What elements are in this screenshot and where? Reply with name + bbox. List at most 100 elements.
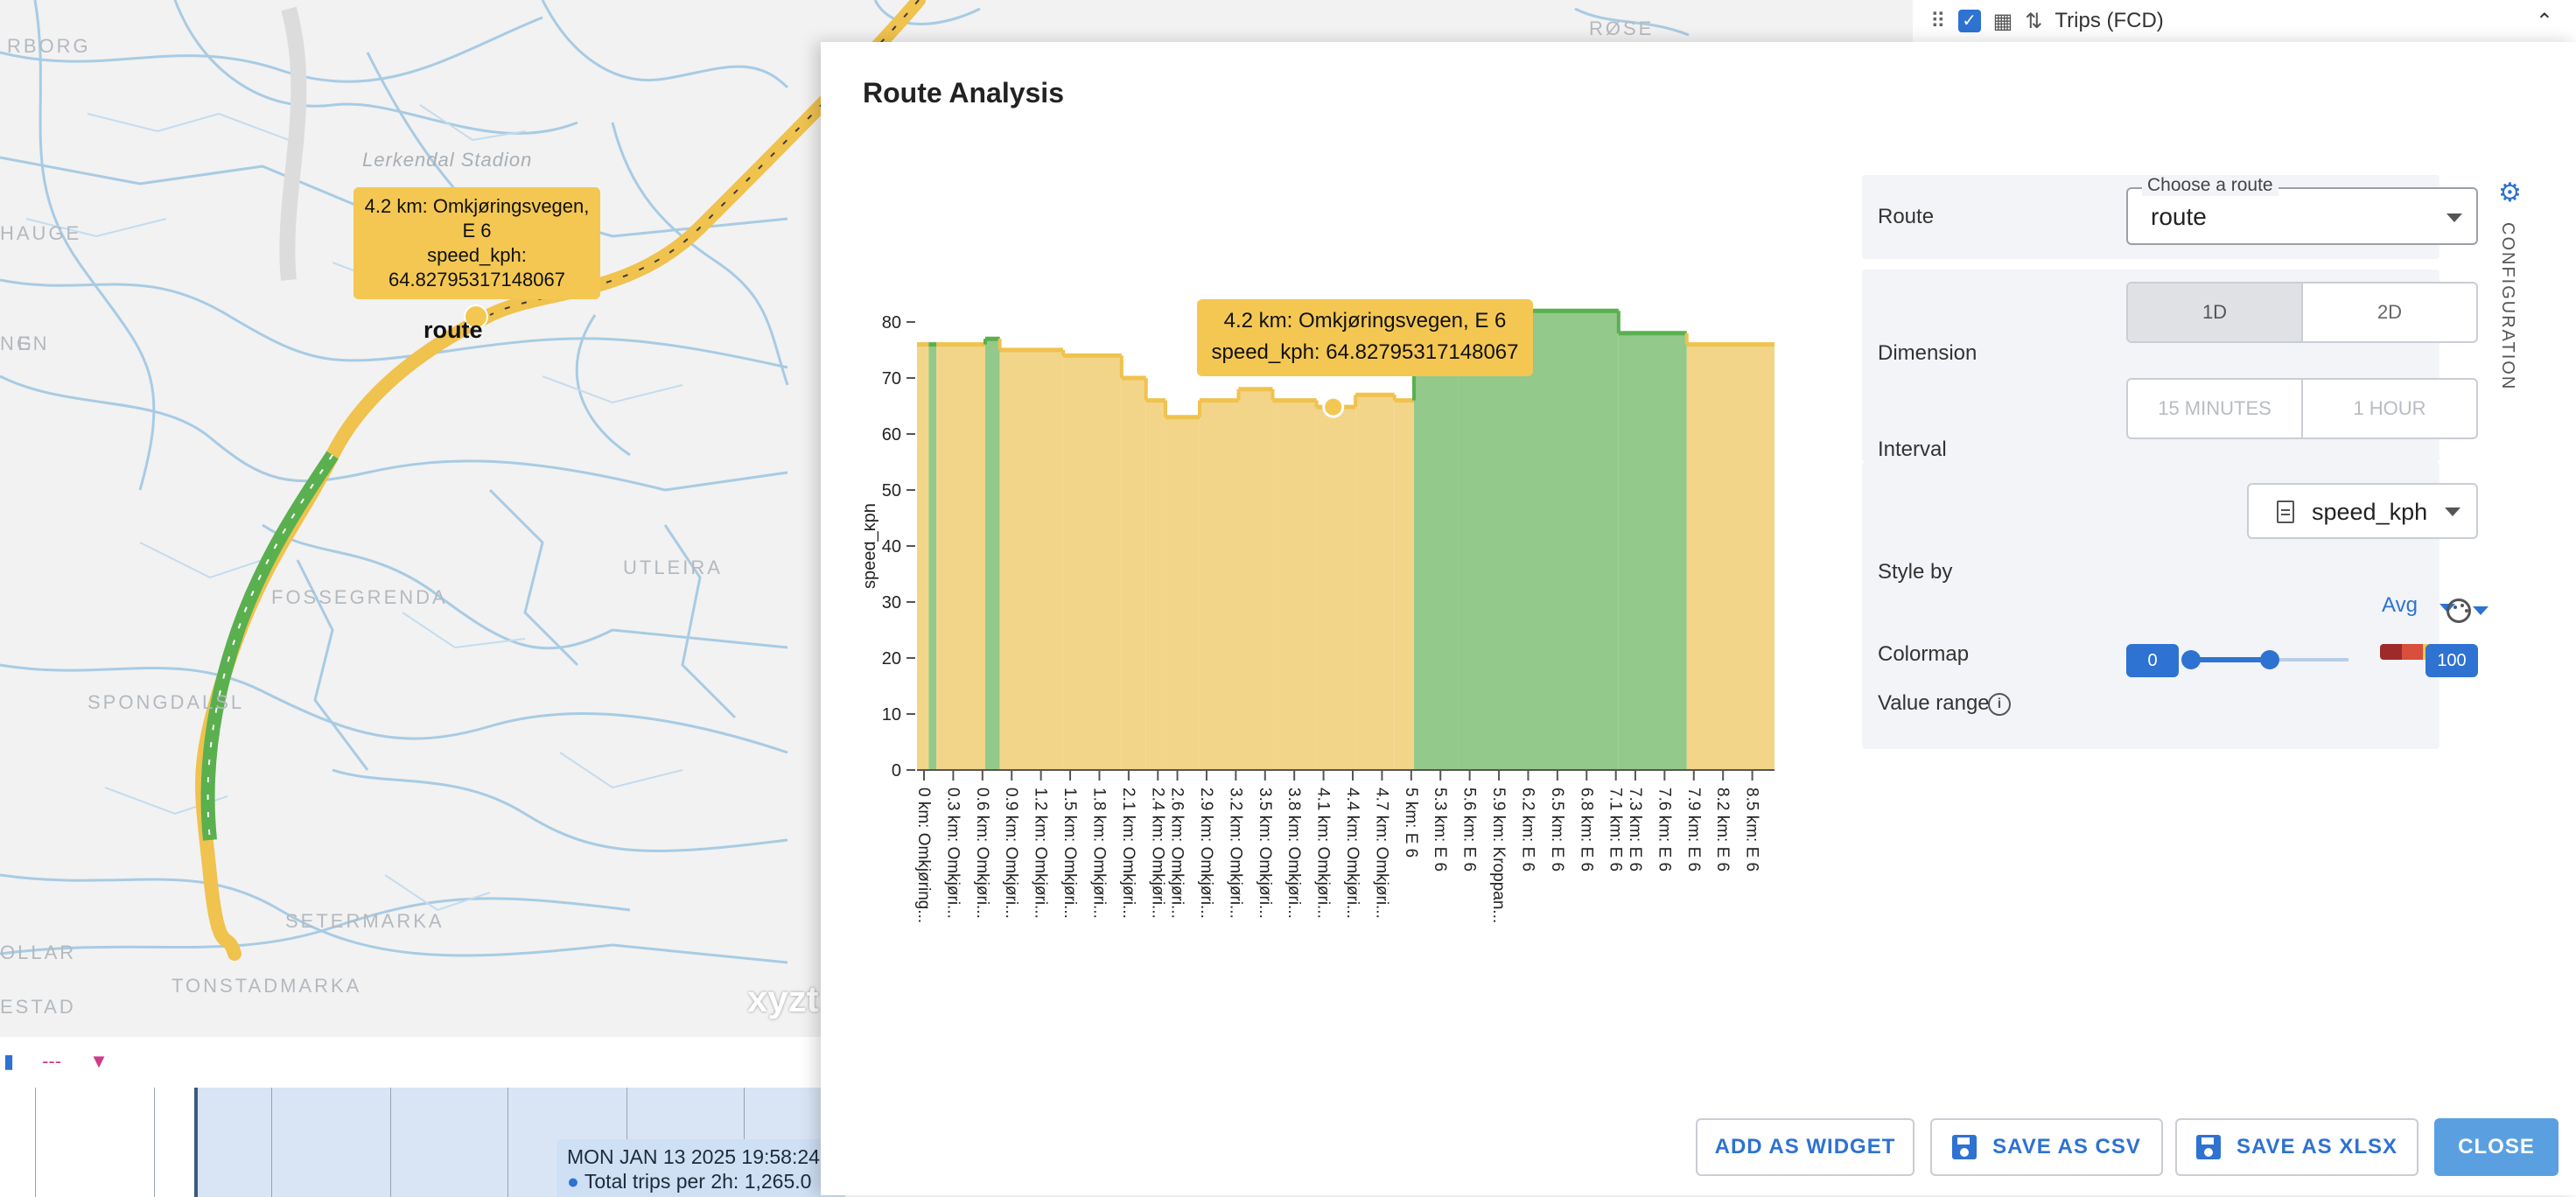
caret-down-icon [2446, 214, 2462, 222]
layer-name: Trips (FCD) [2054, 9, 2164, 32]
map-place-label: NG [0, 332, 34, 354]
map-hover-marker [464, 304, 488, 329]
chart-areas [917, 311, 1774, 771]
add-as-widget-label: ADD AS WIDGET [1714, 1135, 1896, 1158]
map-place-label: EN [18, 332, 50, 354]
timeline-tick [390, 1088, 391, 1197]
timeline-tooltip-value: Total trips per 2h: 1,265.0 [584, 1170, 812, 1193]
colormap-swatch [2380, 644, 2402, 660]
table-icon[interactable]: ▦ [1992, 9, 2013, 33]
chart-y-tick-label: 50 [882, 481, 901, 500]
chart-x-tick-label: 7.9 km: E 6 [1684, 788, 1703, 872]
timeline-series-selector[interactable]: --- [42, 1050, 62, 1072]
chart-x-tick-label: 4.7 km: Omkjøri... [1372, 788, 1390, 919]
chart-x-tick-label: 0 km: Omkjøring... [914, 788, 933, 923]
map-poi-label: Lerkendal Stadion [362, 149, 533, 171]
chart-x-tick-label: 1.5 km: Omkjøri... [1060, 788, 1079, 919]
chart-segment [1238, 388, 1273, 770]
chart-segment [928, 344, 937, 770]
drag-handle-icon[interactable]: ⠿ [1930, 9, 1946, 33]
aggregation-select[interactable]: Avg [2382, 593, 2455, 618]
style-by-select[interactable]: speed_kph [2247, 483, 2478, 539]
bar-chart-icon[interactable]: ▮ [4, 1050, 15, 1072]
value-range-max[interactable]: 100 [2426, 644, 2478, 677]
route-speed-chart[interactable]: 0 10 20 30 40 50 60 70 80 0 km: Omkjøring... 0.3 … [864, 304, 1783, 934]
close-button[interactable]: CLOSE [2434, 1118, 2558, 1176]
palette-icon[interactable] [2446, 598, 2471, 623]
style-by-label: Style by [1878, 560, 1953, 584]
chart-x-tick-label: 2.9 km: Omkjøri... [1197, 788, 1215, 919]
caret-down-icon [2445, 508, 2460, 516]
chevron-up-icon[interactable]: ⌃ [2535, 9, 2553, 33]
interval-toggle: 15 MINUTES 1 HOUR [2126, 378, 2478, 439]
add-as-widget-button[interactable]: ADD AS WIDGET [1696, 1118, 1914, 1176]
chart-segment [1686, 344, 1774, 770]
dimension-2d-button[interactable]: 2D [2376, 301, 2403, 323]
chart-segment [1521, 311, 1619, 770]
chart-y-label: speed_kph [864, 503, 879, 589]
timeline-tick [271, 1088, 272, 1197]
chart-x-tick-label: 3.5 km: Omkjøri... [1256, 788, 1274, 919]
gear-icon: ⚙ [2498, 178, 2522, 207]
style-by-value: speed_kph [2312, 499, 2428, 525]
chart-x-tick-label: 2.1 km: Omkjøri... [1119, 788, 1138, 919]
interval-15min-button[interactable]: 15 MINUTES [2128, 380, 2303, 438]
dimension-label: Dimension [1878, 341, 1978, 365]
timeline-tooltip-date: MON JAN 13 2025 19:58:24 [567, 1145, 820, 1168]
save-as-csv-button[interactable]: SAVE AS CSV [1930, 1118, 2163, 1176]
save-as-xlsx-button[interactable]: SAVE AS XLSX [2175, 1118, 2418, 1176]
chart-x-tick-label: 6.8 km: E 6 [1577, 788, 1595, 872]
value-range-track [2191, 657, 2270, 662]
value-range-high-handle[interactable] [2260, 650, 2279, 669]
dimension-1d-button[interactable]: 1D [2128, 284, 2303, 341]
timeline-tick [154, 1088, 155, 1197]
timeline-tooltip: MON JAN 13 2025 19:58:24 ● Total trips p… [556, 1139, 845, 1197]
map-route-label: route [424, 317, 483, 343]
chart-x-tick-label: 2.4 km: Omkjøri... [1148, 788, 1166, 919]
value-range-min[interactable]: 0 [2126, 644, 2179, 677]
chart-x-axis: 0 km: Omkjøring... 0.3 km: Omkjøri... 0.6 … [914, 769, 1774, 923]
chart-y-tick-label: 20 [882, 649, 901, 668]
chart-x-tick-label: 3.8 km: Omkjøri... [1284, 788, 1303, 919]
chart-y-tick-label: 30 [882, 593, 901, 612]
chart-y-tick-label: 10 [882, 705, 901, 724]
chart-x-tick-label: 8.2 km: E 6 [1713, 788, 1732, 872]
interval-label: Interval [1878, 438, 1947, 461]
chart-tooltip-value: speed_kph: 64.82795317148067 [1211, 340, 1519, 364]
chart-hover-point [1322, 396, 1345, 418]
timeline-brush-handle[interactable] [194, 1088, 198, 1197]
dimension-toggle: 1D 2D [2126, 282, 2478, 343]
interval-1hour-button[interactable]: 1 HOUR [2353, 397, 2426, 419]
chart-x-tick-label: 1.2 km: Omkjøri... [1032, 788, 1050, 919]
chart-segment [1063, 355, 1122, 770]
chart-segment [1458, 316, 1522, 771]
colormap-swatch [2401, 644, 2423, 660]
map-place-label: TONSTADMARKA [172, 975, 362, 997]
configuration-tab[interactable]: ⚙ CONFIGURATION [2494, 178, 2525, 397]
layer-visibility-checkbox[interactable]: ✓ [1957, 10, 1981, 32]
caret-down-icon[interactable]: ▼ [89, 1050, 108, 1072]
file-icon [2277, 500, 2294, 523]
layer-panel-header: ⠿ ✓ ▦ ⇅ Trips (FCD) ⌃ [1913, 0, 2576, 42]
chart-y-tick-label: 0 [892, 761, 901, 780]
chart-x-tick-label: 5.3 km: E 6 [1431, 788, 1449, 872]
chart-x-tick-label: 4.4 km: Omkjøri... [1343, 788, 1362, 919]
save-as-csv-label: SAVE AS CSV [1992, 1135, 2141, 1158]
map-place-label: HAUGE [0, 222, 82, 244]
route-select[interactable]: Choose a route route [2126, 175, 2478, 245]
chart-y-tick-label: 70 [882, 369, 901, 388]
colormap-dropdown-caret[interactable] [2473, 606, 2488, 615]
chart-segment [1618, 332, 1687, 770]
chart-segment [1199, 400, 1239, 770]
map-place-label: OLLAR [0, 942, 77, 963]
chart-x-tick-label: 7.3 km: E 6 [1626, 788, 1644, 872]
chart-y-tick-label: 40 [882, 537, 901, 556]
chart-segment [1394, 400, 1414, 770]
route-analysis-dialog: Route Analysis 0 10 20 30 40 50 60 70 80 0 km: O… [821, 42, 2576, 1195]
map-place-label: FOSSEGRENDA [271, 586, 448, 608]
value-range-low-handle[interactable] [2181, 650, 2201, 669]
map-tooltip-location: 4.2 km: Omkjøringsvegen, E 6 [364, 195, 590, 242]
info-icon[interactable]: i [1988, 693, 2011, 716]
route-label: Route [1878, 205, 1935, 228]
chart-segment [917, 344, 929, 770]
